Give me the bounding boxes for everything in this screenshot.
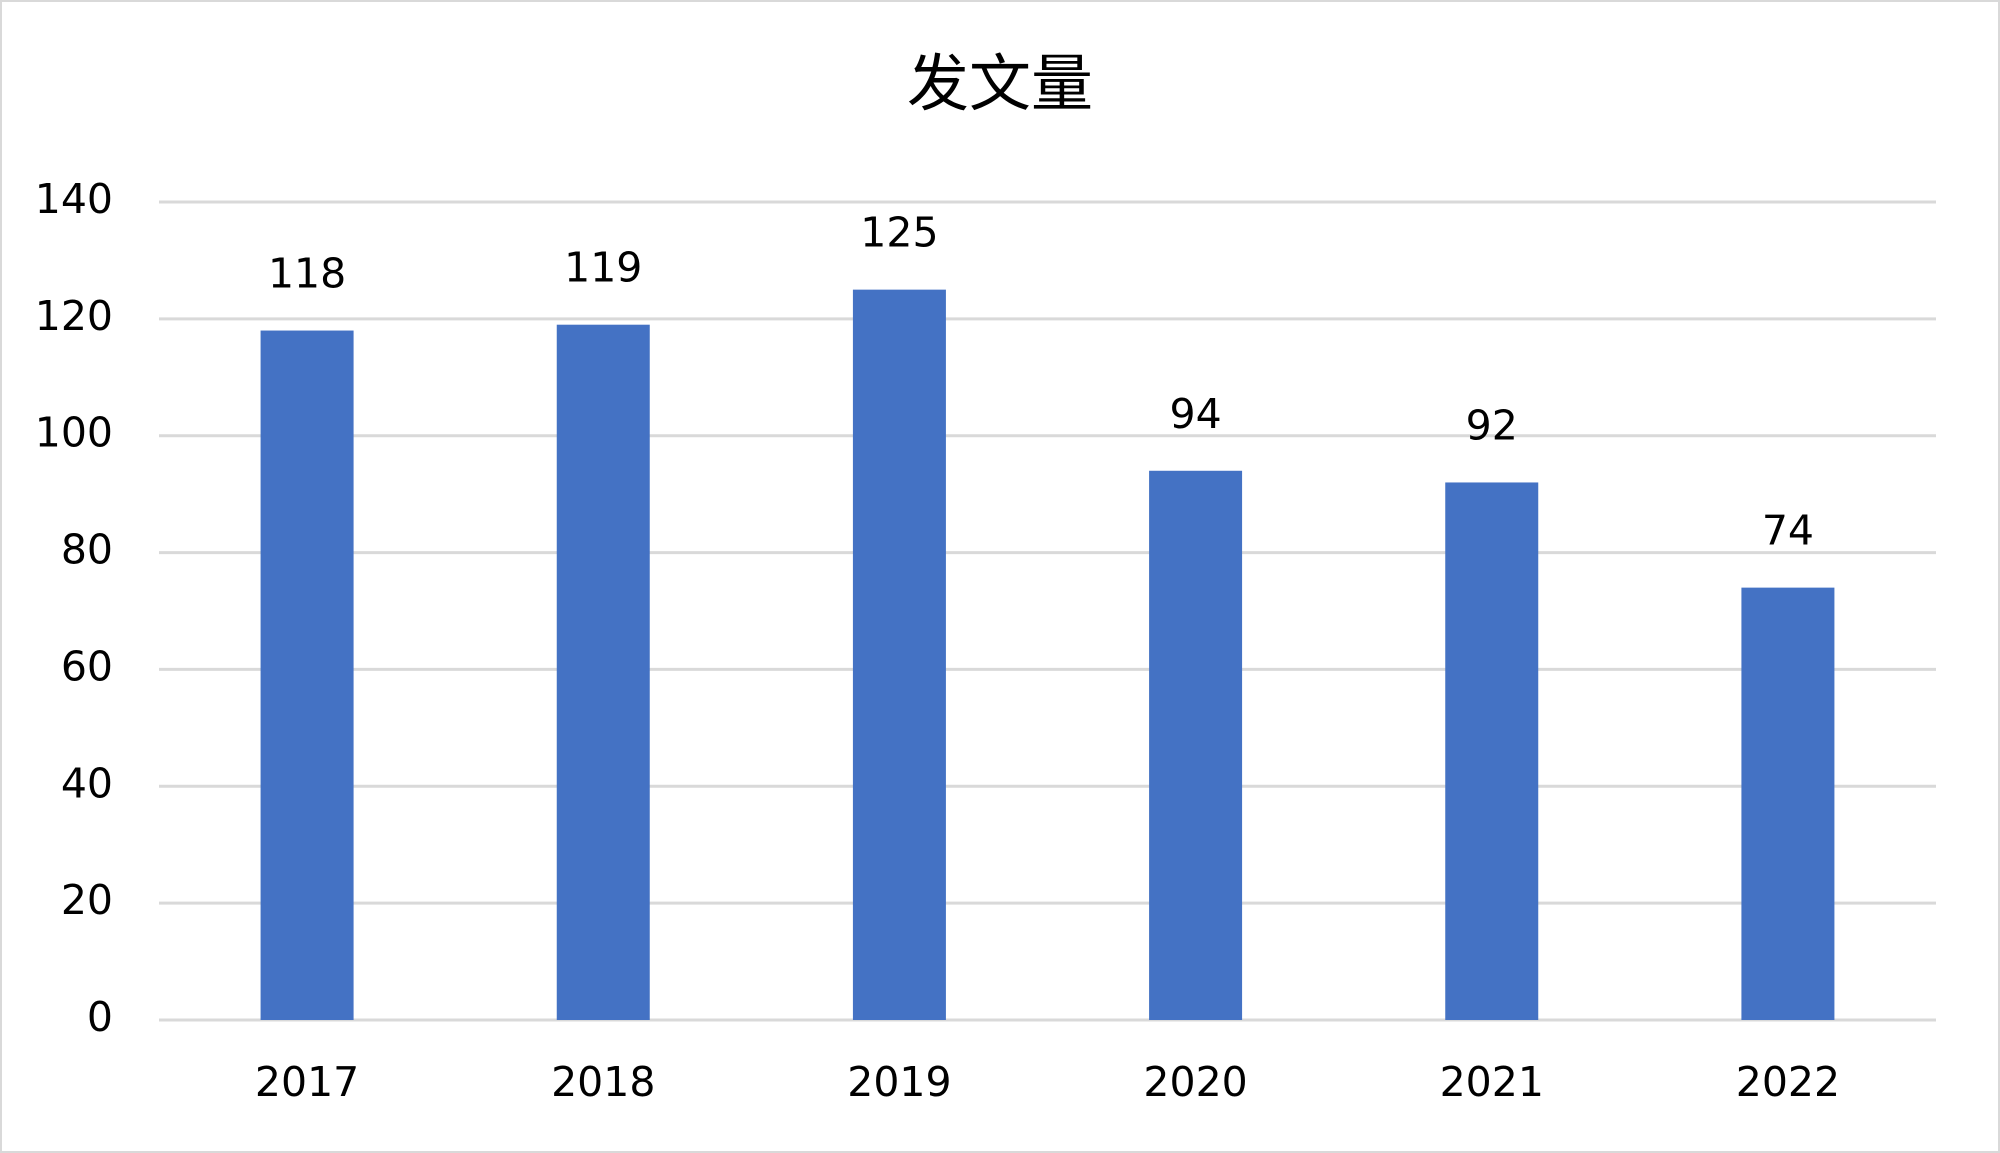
data-label: 92 xyxy=(1466,401,1518,449)
data-label: 94 xyxy=(1169,390,1221,438)
y-tick-label: 80 xyxy=(61,526,113,574)
bar xyxy=(852,289,946,1021)
bar xyxy=(1741,587,1835,1020)
bar xyxy=(260,330,354,1020)
bar xyxy=(1445,482,1539,1020)
y-tick-label: 120 xyxy=(35,292,113,340)
x-tick-label: 2019 xyxy=(847,1058,951,1106)
x-tick-label: 2020 xyxy=(1143,1058,1247,1106)
bar xyxy=(556,324,650,1020)
chart-title: 发文量 xyxy=(907,47,1093,120)
y-tick-label: 100 xyxy=(35,409,113,457)
x-tick-label: 2018 xyxy=(551,1058,655,1106)
x-tick-label: 2022 xyxy=(1736,1058,1840,1106)
data-label: 118 xyxy=(268,250,346,298)
data-label: 125 xyxy=(860,209,938,257)
data-label: 74 xyxy=(1762,507,1814,555)
y-tick-label: 20 xyxy=(61,876,113,924)
y-tick-label: 60 xyxy=(61,642,113,690)
y-tick-label: 140 xyxy=(35,175,113,223)
data-label: 119 xyxy=(564,244,642,292)
x-tick-label: 2021 xyxy=(1440,1058,1544,1106)
y-tick-label: 40 xyxy=(61,759,113,807)
x-tick-label: 2017 xyxy=(255,1058,359,1106)
y-tick-label: 0 xyxy=(87,993,113,1041)
bar xyxy=(1149,470,1243,1020)
